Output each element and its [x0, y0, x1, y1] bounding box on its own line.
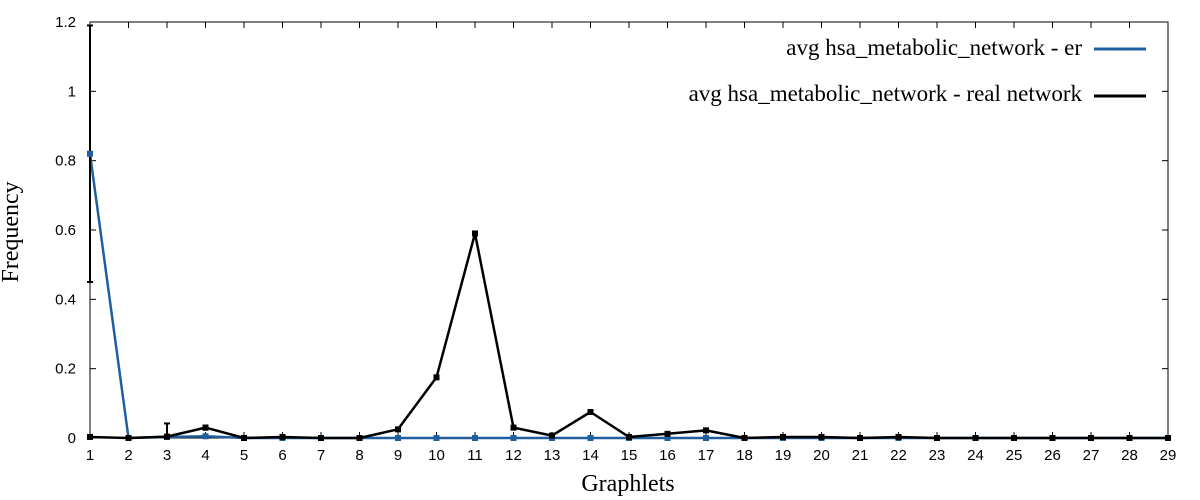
data-point-real-network: [587, 409, 594, 415]
legend-label-er: avg hsa_metabolic_network - er: [786, 35, 1082, 60]
x-tick-label: 6: [278, 447, 286, 464]
x-tick-label: 24: [967, 447, 984, 464]
x-tick-label: 12: [505, 447, 522, 464]
data-point-real-network: [1088, 435, 1094, 441]
x-tick-label: 23: [929, 447, 946, 464]
data-point-er: [510, 435, 517, 441]
data-point-real-network: [433, 374, 440, 381]
series-line-er: [88, 153, 1168, 440]
data-point-real-network: [857, 435, 863, 441]
data-point-er: [87, 150, 93, 157]
x-tick-label: 5: [240, 447, 248, 464]
y-tick-label: 0.8: [55, 153, 76, 170]
x-tick-label: 21: [852, 447, 869, 464]
x-tick-label: 9: [394, 447, 402, 464]
x-tick-label: 14: [582, 447, 599, 464]
series-layer: [87, 24, 1171, 441]
data-point-real-network: [472, 230, 478, 237]
data-point-real-network: [125, 435, 132, 441]
x-tick-label: 1: [86, 447, 94, 464]
x-tick-label: 3: [163, 447, 171, 464]
x-tick-label: 13: [544, 447, 561, 464]
x-tick-label: 11: [467, 447, 483, 464]
x-tick-label: 22: [890, 447, 907, 464]
x-tick-label: 29: [1160, 447, 1177, 464]
data-point-real-network: [703, 427, 709, 434]
data-point-er: [587, 435, 594, 441]
data-point-real-network: [279, 433, 286, 440]
data-point-real-network: [741, 435, 748, 441]
data-point-er: [472, 435, 478, 441]
x-tick-label: 18: [736, 447, 753, 464]
data-point-real-network: [1126, 435, 1133, 441]
x-axis-title: Graphlets: [581, 471, 674, 497]
data-point-er: [202, 433, 209, 440]
series-real-network: [87, 230, 1171, 441]
data-point-er: [703, 435, 709, 441]
x-tick-label: 26: [1044, 447, 1061, 464]
y-tick-label: 0.6: [55, 222, 76, 239]
y-axis-title: Frequency: [0, 181, 24, 282]
legend: avg hsa_metabolic_network - er avg hsa_m…: [689, 35, 1146, 106]
x-tick-label: 20: [813, 447, 830, 464]
y-tick-label: 0.2: [55, 361, 76, 378]
data-point-real-network: [510, 424, 517, 431]
x-tick-label: 16: [659, 447, 676, 464]
data-point-real-network: [1011, 435, 1017, 441]
data-point-er: [664, 435, 671, 441]
x-tick-label: 17: [698, 447, 715, 464]
data-point-real-network: [626, 433, 632, 440]
data-point-real-network: [356, 435, 363, 441]
data-point-real-network: [780, 433, 786, 440]
x-tick-label: 15: [621, 447, 638, 464]
x-tick-label: 28: [1121, 447, 1138, 464]
data-point-real-network: [549, 432, 555, 439]
data-point-real-network: [895, 433, 902, 440]
data-point-real-network: [1165, 435, 1171, 441]
data-point-real-network: [1049, 435, 1056, 441]
axis-ticks: 1 2 3 4 5 6 7 8 9 10 11 12 13 14 15 16 17 18 19 20 21 22 23 24 2…: [55, 14, 1176, 464]
data-point-real-network: [818, 433, 825, 440]
data-point-real-network: [934, 435, 940, 441]
x-tick-label: 8: [355, 447, 363, 464]
data-point-er: [395, 435, 401, 441]
data-point-real-network: [202, 424, 209, 431]
y-tick-label: 1.2: [55, 14, 76, 31]
x-tick-label: 19: [775, 447, 792, 464]
x-tick-label: 2: [124, 447, 132, 464]
x-tick-label: 7: [317, 447, 325, 464]
legend-label-real-network: avg hsa_metabolic_network - real network: [689, 81, 1083, 106]
data-point-er: [433, 435, 440, 441]
data-point-real-network: [664, 430, 671, 437]
x-tick-label: 4: [201, 447, 209, 464]
series-line-real-network: [89, 232, 1168, 440]
y-tick-label: 0: [68, 430, 76, 447]
data-point-real-network: [87, 433, 93, 440]
data-point-real-network: [241, 435, 247, 441]
x-tick-label: 10: [428, 447, 445, 464]
x-tick-label: 25: [1006, 447, 1023, 464]
y-tick-label: 0.4: [55, 291, 76, 308]
data-point-real-network: [318, 435, 324, 441]
data-point-real-network: [164, 433, 170, 440]
data-point-real-network: [972, 435, 979, 441]
data-point-real-network: [395, 426, 401, 433]
x-tick-label: 27: [1083, 447, 1100, 464]
y-tick-label: 1: [68, 83, 76, 100]
